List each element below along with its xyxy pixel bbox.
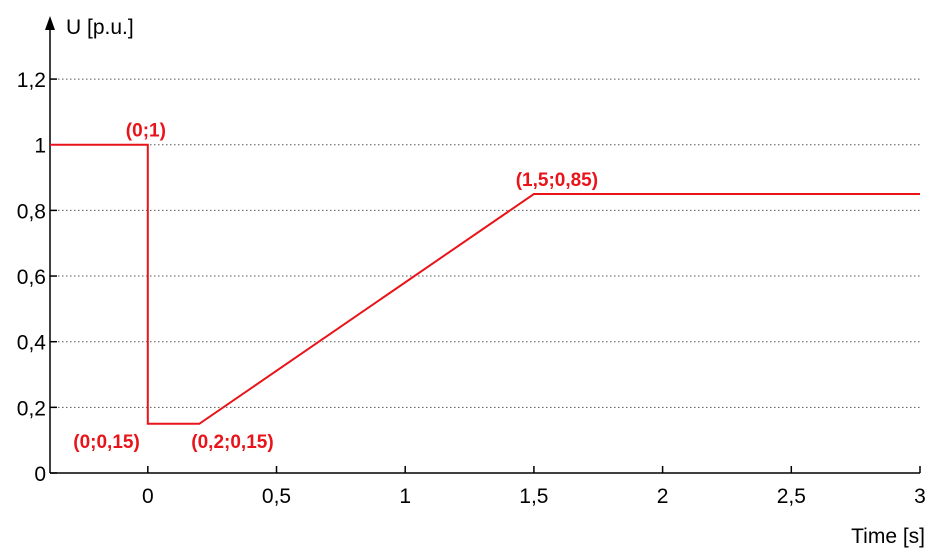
x-tick-label: 2 [657, 485, 669, 508]
grid-lines [50, 78, 920, 408]
axes [45, 16, 921, 474]
x-tick-labels: 0 0,5 1 1,5 2 2,5 3 [142, 485, 926, 508]
point-annotation-label: (1,5;0,85) [516, 170, 598, 191]
y-tick-label: 1 [34, 135, 46, 158]
point-annotations: (0;1) (0;0,15) (0,2;0,15) (1,5;0,85) [73, 121, 598, 453]
y-tick-label: 0,8 [17, 200, 46, 223]
x-tick-label: 0 [142, 485, 154, 508]
x-tick-label: 0,5 [262, 485, 291, 508]
x-axis-label: Time [s] [851, 525, 925, 548]
x-tick-label: 1,5 [519, 485, 548, 508]
y-axis-arrow-icon [45, 16, 55, 30]
x-tick-label: 3 [914, 485, 926, 508]
y-tick-label: 0,2 [17, 397, 46, 420]
y-tick-labels: 0 0,2 0,4 0,6 0,8 1 1,2 [17, 69, 47, 486]
series-group [50, 143, 920, 425]
y-tick-label: 0 [34, 463, 46, 486]
x-tick-label: 1 [399, 485, 411, 508]
y-tick-label: 0,4 [17, 332, 47, 355]
x-tick-label: 2,5 [777, 485, 806, 508]
y-tick-label: 1,2 [17, 69, 46, 92]
point-annotation-label: (0;1) [126, 121, 166, 142]
point-annotation-label: (0;0,15) [73, 432, 140, 453]
y-tick-label: 0,6 [17, 266, 46, 289]
y-axis-label: U [p.u.] [66, 16, 134, 39]
series-line [50, 143, 920, 425]
point-annotation-label: (0,2;0,15) [191, 432, 273, 453]
